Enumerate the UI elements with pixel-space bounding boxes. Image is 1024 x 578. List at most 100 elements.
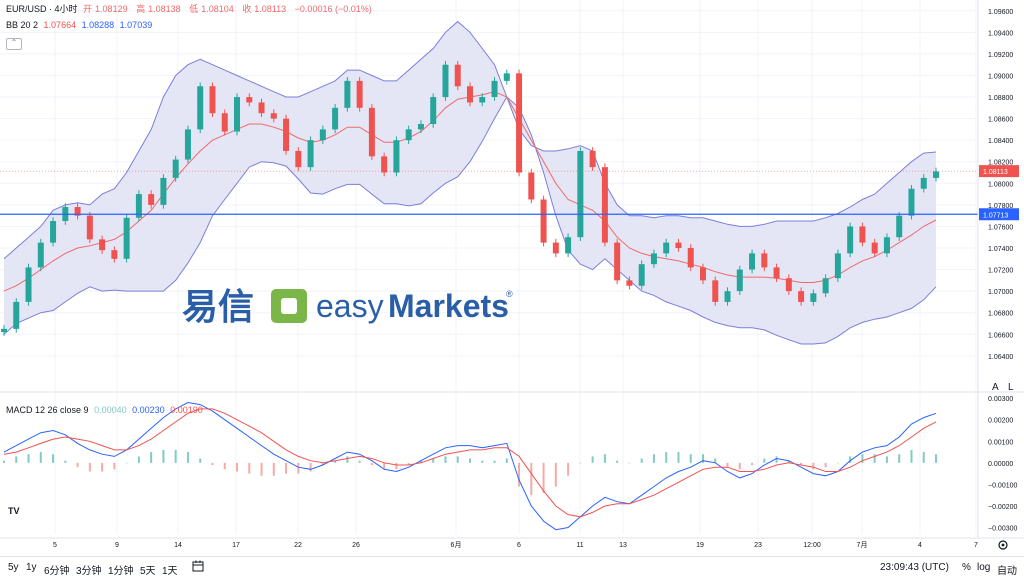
candle-body[interactable] (883, 237, 890, 254)
candle-body[interactable] (798, 291, 805, 302)
range-1y[interactable]: 1y (26, 562, 37, 573)
clock-time[interactable]: 23:09:43 (UTC) (880, 562, 949, 573)
range-6m[interactable]: 6分钟 (44, 566, 70, 577)
candle-body[interactable] (908, 188, 915, 216)
bb-upper-line (3, 20, 937, 260)
candle-body[interactable] (871, 242, 878, 254)
candle-body[interactable] (25, 267, 32, 302)
candle-body[interactable] (565, 237, 572, 254)
candle-body[interactable] (724, 291, 731, 302)
candle-body[interactable] (638, 264, 645, 286)
gear-icon[interactable] (998, 540, 1008, 550)
candle-body[interactable] (246, 97, 253, 103)
candle-body[interactable] (148, 194, 155, 205)
candle-body[interactable] (258, 102, 265, 114)
candle-body[interactable] (601, 167, 608, 243)
candle-body[interactable] (270, 113, 277, 119)
candle-body[interactable] (319, 129, 326, 141)
candle-body[interactable] (822, 278, 829, 294)
candle-body[interactable] (135, 194, 142, 218)
horizontal-line[interactable] (0, 170, 978, 215)
candle-body[interactable] (589, 150, 596, 168)
candle-body[interactable] (663, 242, 670, 254)
collapse-legend-button[interactable]: ⌃ (6, 38, 22, 50)
candle-body[interactable] (430, 97, 437, 124)
candle-body[interactable] (50, 221, 57, 243)
candle-body[interactable] (700, 267, 706, 281)
candle-body[interactable] (344, 80, 351, 108)
candle-body[interactable] (209, 86, 216, 114)
candle-body[interactable] (86, 215, 93, 240)
candle-body[interactable] (172, 159, 179, 178)
candle-body[interactable] (368, 107, 375, 157)
candle-body[interactable] (736, 269, 743, 292)
percent-toggle[interactable]: % (962, 562, 971, 573)
candle-body[interactable] (332, 107, 339, 130)
candle-body[interactable] (74, 207, 81, 216)
candle-body[interactable] (847, 226, 854, 254)
candle-body[interactable] (933, 171, 939, 178)
candle-body[interactable] (516, 73, 523, 173)
candle-body[interactable] (307, 140, 314, 168)
candle-body[interactable] (712, 280, 719, 302)
candle-body[interactable] (234, 97, 240, 132)
candle-body[interactable] (785, 278, 792, 292)
candle-body[interactable] (356, 80, 363, 108)
range-5d[interactable]: 5天 (140, 566, 156, 577)
candle-body[interactable] (454, 64, 461, 87)
calendar-icon[interactable] (192, 560, 204, 575)
tradingview-logo[interactable]: TV (8, 506, 20, 516)
auto-toggle[interactable]: 自动 (997, 566, 1017, 577)
candle-body[interactable] (405, 129, 412, 141)
candle-body[interactable] (761, 253, 768, 268)
candle-body[interactable] (859, 226, 866, 243)
candle-body[interactable] (283, 118, 290, 151)
range-5y[interactable]: 5y (8, 562, 19, 573)
bb-label[interactable]: BB 20 2 (6, 20, 39, 30)
candle-body[interactable] (834, 253, 841, 279)
candle-body[interactable] (920, 177, 927, 189)
candle-body[interactable] (442, 64, 449, 98)
candle-body[interactable] (295, 150, 302, 168)
candle-body[interactable] (1, 328, 7, 333)
range-3m[interactable]: 3分钟 (76, 566, 102, 577)
symbol-label[interactable]: EUR/USD · 4小时 (6, 4, 78, 14)
range-1m[interactable]: 1分钟 (108, 566, 134, 577)
candle-body[interactable] (614, 242, 621, 281)
candle-body[interactable] (467, 86, 473, 103)
candle-body[interactable] (221, 113, 228, 132)
candle-body[interactable] (626, 280, 633, 286)
candle-body[interactable] (552, 242, 559, 254)
candle-body[interactable] (197, 86, 204, 130)
candle-body[interactable] (381, 156, 388, 173)
candle-body[interactable] (417, 124, 424, 130)
log-scale-button[interactable]: L (1008, 382, 1014, 393)
candle-body[interactable] (675, 242, 682, 248)
candlesticks[interactable] (1, 60, 939, 336)
candle-body[interactable] (540, 199, 547, 243)
candle-body[interactable] (479, 97, 486, 103)
candle-body[interactable] (184, 129, 191, 160)
candle-body[interactable] (503, 73, 510, 81)
candle-body[interactable] (37, 242, 44, 268)
candle-body[interactable] (111, 250, 118, 259)
log-toggle[interactable]: log (977, 562, 991, 573)
candle-body[interactable] (650, 253, 657, 265)
candle-body[interactable] (896, 215, 903, 238)
candle-body[interactable] (749, 253, 756, 270)
macd-label[interactable]: MACD 12 26 close 9 (6, 405, 89, 415)
candle-body[interactable] (810, 293, 817, 302)
candle-body[interactable] (577, 150, 584, 238)
auto-scale-button[interactable]: A (992, 382, 999, 393)
candle-body[interactable] (160, 177, 167, 205)
candle-body[interactable] (393, 140, 400, 173)
candle-body[interactable] (687, 248, 694, 268)
candle-body[interactable] (491, 80, 498, 98)
candle-body[interactable] (123, 217, 130, 259)
candle-body[interactable] (528, 172, 535, 200)
candle-body[interactable] (99, 239, 106, 251)
range-1d[interactable]: 1天 (162, 566, 178, 577)
candle-body[interactable] (773, 267, 780, 279)
candle-body[interactable] (13, 301, 20, 329)
